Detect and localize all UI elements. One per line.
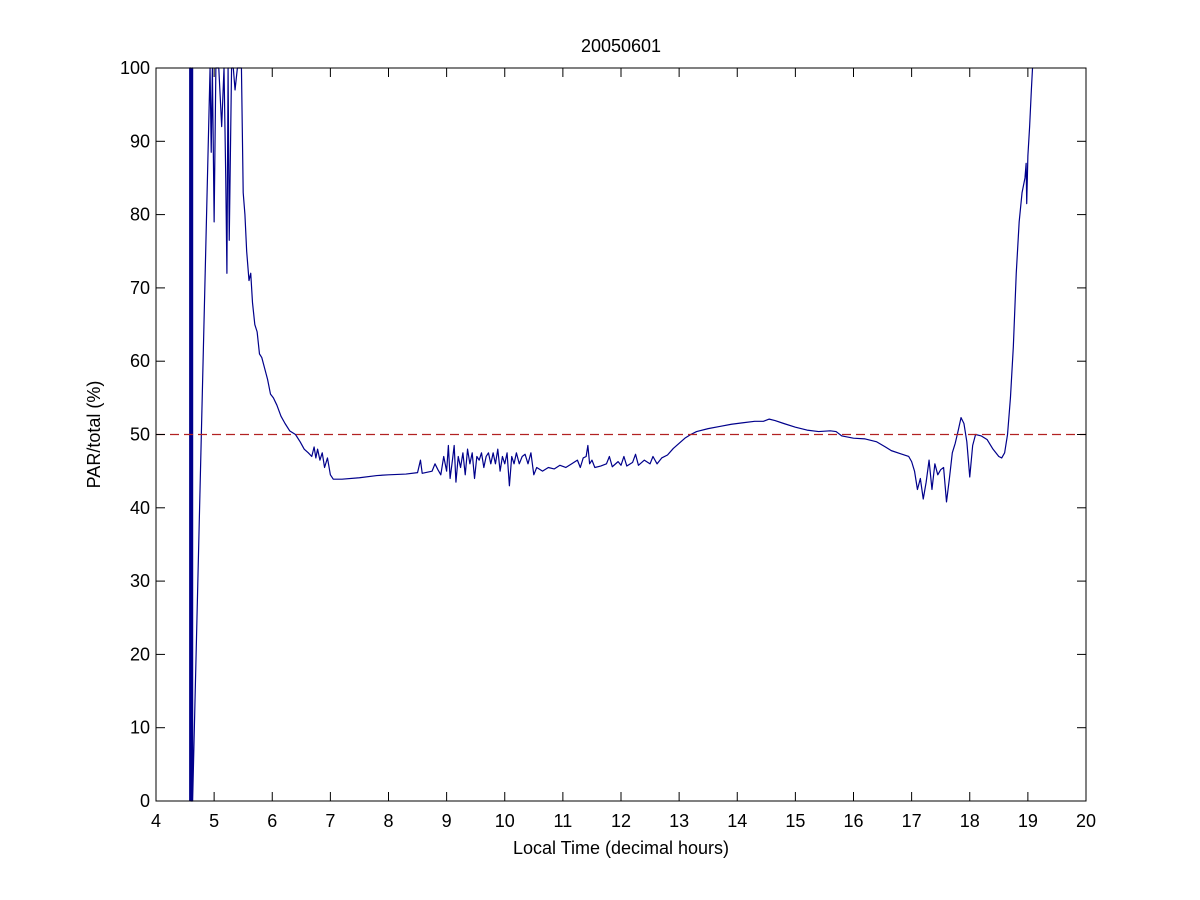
x-tick-label: 20 (1076, 811, 1096, 831)
y-tick-label: 40 (130, 498, 150, 518)
x-tick-label: 16 (843, 811, 863, 831)
x-tick-label: 4 (151, 811, 161, 831)
x-tick-label: 15 (785, 811, 805, 831)
x-tick-label: 5 (209, 811, 219, 831)
x-tick-label: 7 (325, 811, 335, 831)
x-tick-label: 14 (727, 811, 747, 831)
tick-layer: 4 5 6 7 8 9 10 11 12 13 14 15 16 17 18 19 20 0 10 20 30 40 50 6… (120, 58, 1096, 831)
x-tick-label: 11 (554, 811, 573, 831)
y-tick-label: 70 (130, 278, 150, 298)
x-tick-label: 9 (442, 811, 452, 831)
x-tick-label: 13 (669, 811, 689, 831)
x-tick-label: 10 (495, 811, 515, 831)
x-tick-label: 18 (960, 811, 980, 831)
series-line (189, 67, 1034, 802)
x-axis-title: Local Time (decimal hours) (513, 838, 729, 858)
y-tick-label: 20 (130, 644, 150, 664)
y-tick-label: 80 (130, 205, 150, 225)
y-tick-label: 100 (120, 58, 150, 78)
y-tick-label: 60 (130, 351, 150, 371)
y-tick-label: 50 (130, 425, 150, 445)
x-tick-label: 6 (267, 811, 277, 831)
y-axis-title: PAR/total (%) (84, 381, 104, 489)
x-tick-label: 17 (902, 811, 922, 831)
y-tick-label: 90 (130, 131, 150, 151)
y-tick-label: 0 (140, 791, 150, 811)
x-tick-label: 8 (383, 811, 393, 831)
x-tick-label: 12 (611, 811, 631, 831)
chart-title: 20050601 (581, 36, 661, 56)
y-tick-label: 10 (130, 718, 150, 738)
x-tick-label: 19 (1018, 811, 1038, 831)
y-tick-label: 30 (130, 571, 150, 591)
series-layer (156, 67, 1086, 802)
